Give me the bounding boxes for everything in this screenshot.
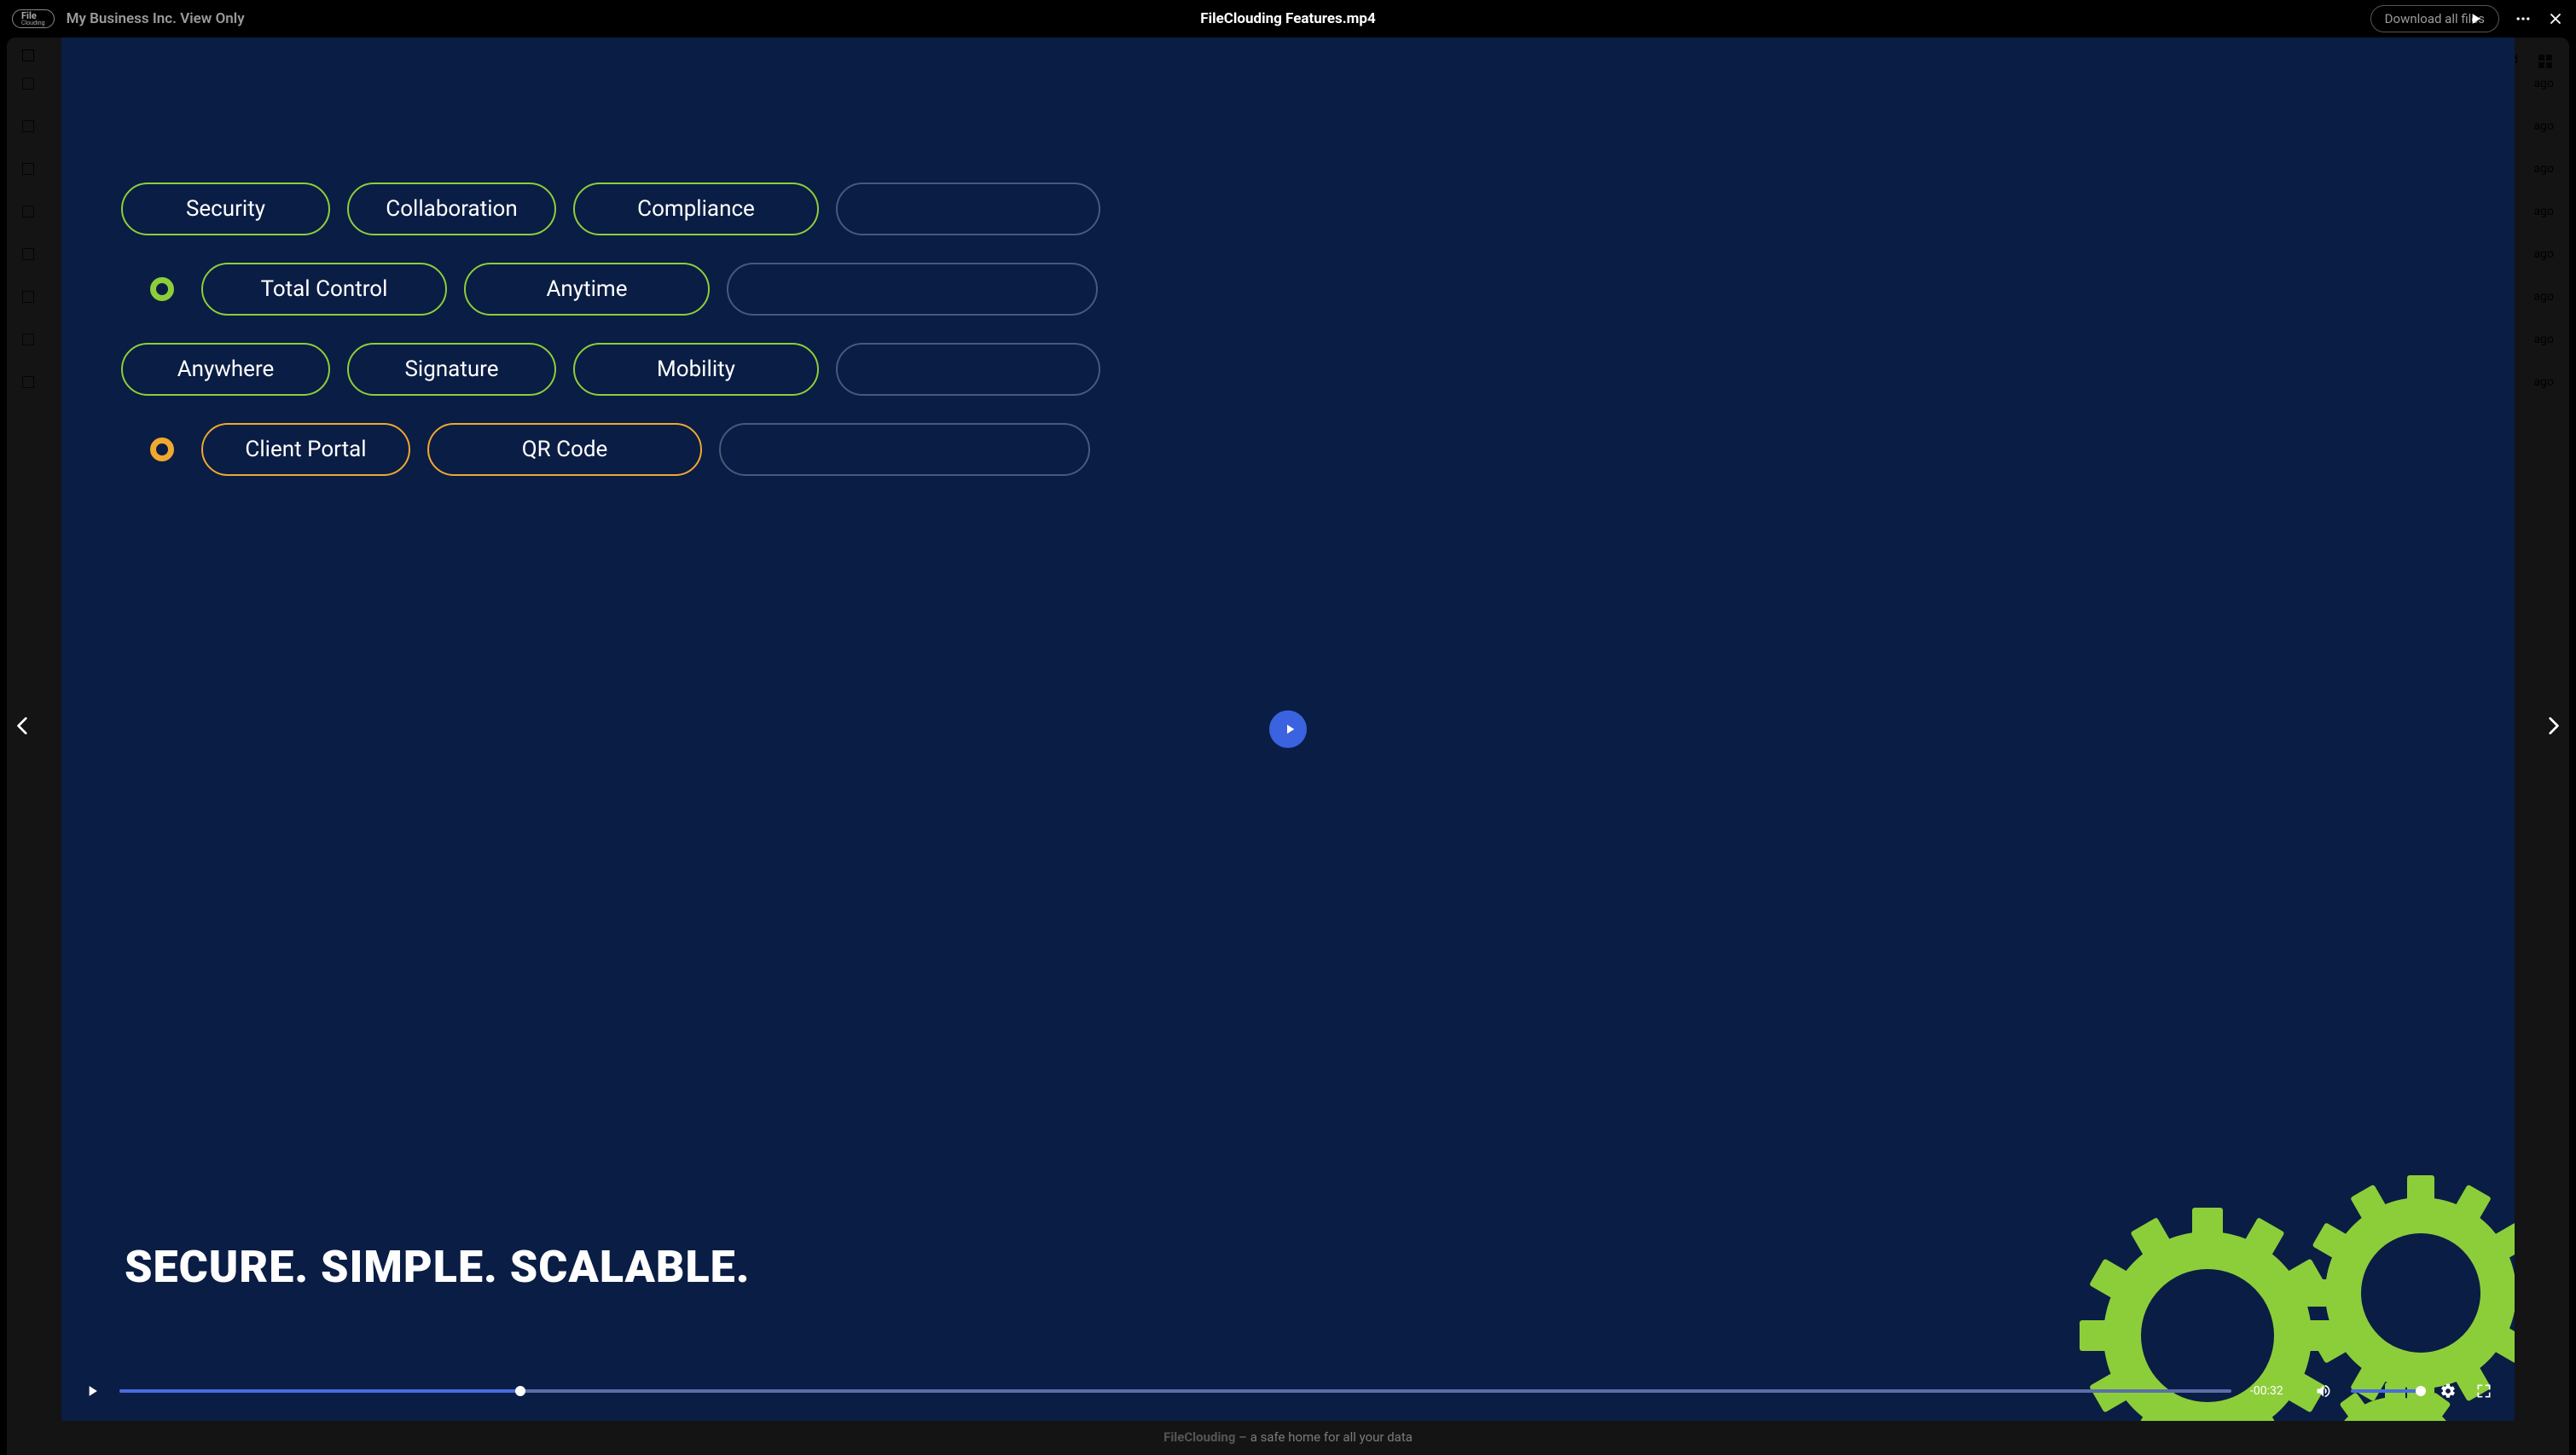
prev-file-arrow[interactable]: [12, 715, 34, 740]
pill-row-1: Security Collaboration Compliance: [121, 183, 2455, 235]
pill-empty-3: [836, 343, 1100, 396]
center-play-button[interactable]: [1269, 710, 1307, 748]
pill-row-2: Total Control Anytime: [121, 263, 2455, 316]
pill-anywhere: Anywhere: [121, 343, 330, 396]
pill-empty-2: [727, 263, 1098, 316]
pill-client-portal: Client Portal: [201, 423, 410, 476]
grid-view-icon[interactable]: [2538, 55, 2552, 72]
feature-pills: Security Collaboration Compliance Total …: [121, 183, 2455, 476]
pill-signature: Signature: [347, 343, 556, 396]
pill-empty-4: [719, 423, 1090, 476]
pill-mobility: Mobility: [573, 343, 819, 396]
seek-bar[interactable]: [119, 1389, 2231, 1393]
pill-anytime: Anytime: [464, 263, 710, 316]
logo-line2: Clouding: [21, 20, 45, 26]
more-menu-icon[interactable]: [2515, 10, 2532, 27]
close-icon[interactable]: [2547, 10, 2564, 27]
fullscreen-icon[interactable]: [2475, 1383, 2492, 1400]
play-button[interactable]: [84, 1383, 101, 1400]
footer-rest: – a safe home for all your data: [1235, 1429, 1412, 1445]
pill-compliance: Compliance: [573, 183, 819, 235]
workspace-name: My Business Inc. View Only: [67, 10, 245, 27]
video-controls: -00:32: [61, 1361, 2515, 1421]
pill-row-4: Client Portal QR Code: [121, 423, 2455, 476]
pill-row-3: Anywhere Signature Mobility: [121, 343, 2455, 396]
video-tagline: SECURE. SIMPLE. SCALABLE.: [125, 1241, 751, 1293]
topbar-right: Download all files: [2370, 5, 2564, 32]
bullet-green-icon: [150, 277, 174, 301]
pill-total-control: Total Control: [201, 263, 447, 316]
footer-brand: FileClouding: [1163, 1429, 1235, 1445]
seek-thumb[interactable]: [515, 1386, 525, 1396]
app-logo: File Clouding: [12, 9, 55, 28]
pill-security: Security: [121, 183, 330, 235]
seek-fill: [119, 1389, 520, 1393]
pill-collaboration: Collaboration: [347, 183, 556, 235]
volume-bar[interactable]: [2351, 1389, 2421, 1393]
next-file-arrow[interactable]: [2542, 715, 2564, 740]
bullet-orange-icon: [150, 438, 174, 461]
volume-thumb[interactable]: [2416, 1386, 2426, 1396]
topbar-left: File Clouding My Business Inc. View Only: [12, 9, 2370, 28]
play-header-icon[interactable]: [2467, 10, 2484, 27]
time-remaining: -00:32: [2250, 1384, 2296, 1398]
viewer-topbar: File Clouding My Business Inc. View Only…: [0, 0, 2576, 38]
video-player[interactable]: Security Collaboration Compliance Total …: [61, 38, 2515, 1421]
volume-icon[interactable]: [2315, 1383, 2332, 1400]
footer-text: FileClouding – a safe home for all your …: [0, 1429, 2576, 1445]
settings-icon[interactable]: [2440, 1383, 2457, 1400]
pill-empty-1: [836, 183, 1100, 235]
pill-qr-code: QR Code: [427, 423, 702, 476]
